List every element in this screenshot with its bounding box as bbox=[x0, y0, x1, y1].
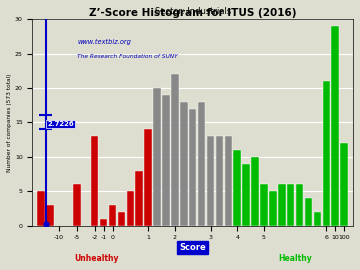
Text: Sector: Industrials: Sector: Industrials bbox=[154, 7, 231, 16]
Bar bbox=[180, 102, 188, 226]
Bar bbox=[37, 191, 45, 226]
Bar bbox=[153, 88, 161, 226]
Bar bbox=[91, 136, 99, 226]
Bar bbox=[144, 129, 152, 226]
Bar bbox=[126, 191, 134, 226]
Bar bbox=[46, 205, 54, 226]
Bar bbox=[233, 150, 241, 226]
Bar bbox=[296, 184, 303, 226]
Bar bbox=[305, 198, 312, 226]
Bar bbox=[109, 205, 116, 226]
Bar bbox=[332, 26, 339, 226]
Bar bbox=[135, 171, 143, 226]
Text: 2.7226: 2.7226 bbox=[47, 121, 74, 127]
Bar bbox=[198, 102, 206, 226]
Bar bbox=[242, 164, 250, 226]
X-axis label: Score: Score bbox=[179, 243, 206, 252]
Bar bbox=[251, 157, 259, 226]
Bar bbox=[100, 219, 107, 226]
Bar bbox=[340, 143, 348, 226]
Bar bbox=[323, 81, 330, 226]
Bar bbox=[189, 109, 197, 226]
Bar bbox=[162, 95, 170, 226]
Text: www.textbiz.org: www.textbiz.org bbox=[77, 39, 131, 45]
Bar bbox=[260, 184, 268, 226]
Bar bbox=[287, 184, 294, 226]
Bar bbox=[269, 191, 276, 226]
Bar bbox=[171, 74, 179, 226]
Title: Z’-Score Histogram for ITUS (2016): Z’-Score Histogram for ITUS (2016) bbox=[89, 8, 296, 18]
Bar bbox=[207, 136, 214, 226]
Bar bbox=[118, 212, 125, 226]
Y-axis label: Number of companies (573 total): Number of companies (573 total) bbox=[7, 73, 12, 172]
Bar bbox=[216, 136, 223, 226]
Bar bbox=[278, 184, 285, 226]
Text: Healthy: Healthy bbox=[278, 254, 312, 263]
Text: Unhealthy: Unhealthy bbox=[74, 254, 119, 263]
Text: The Research Foundation of SUNY: The Research Foundation of SUNY bbox=[77, 54, 178, 59]
Bar bbox=[314, 212, 321, 226]
Bar bbox=[225, 136, 232, 226]
Bar bbox=[73, 184, 81, 226]
